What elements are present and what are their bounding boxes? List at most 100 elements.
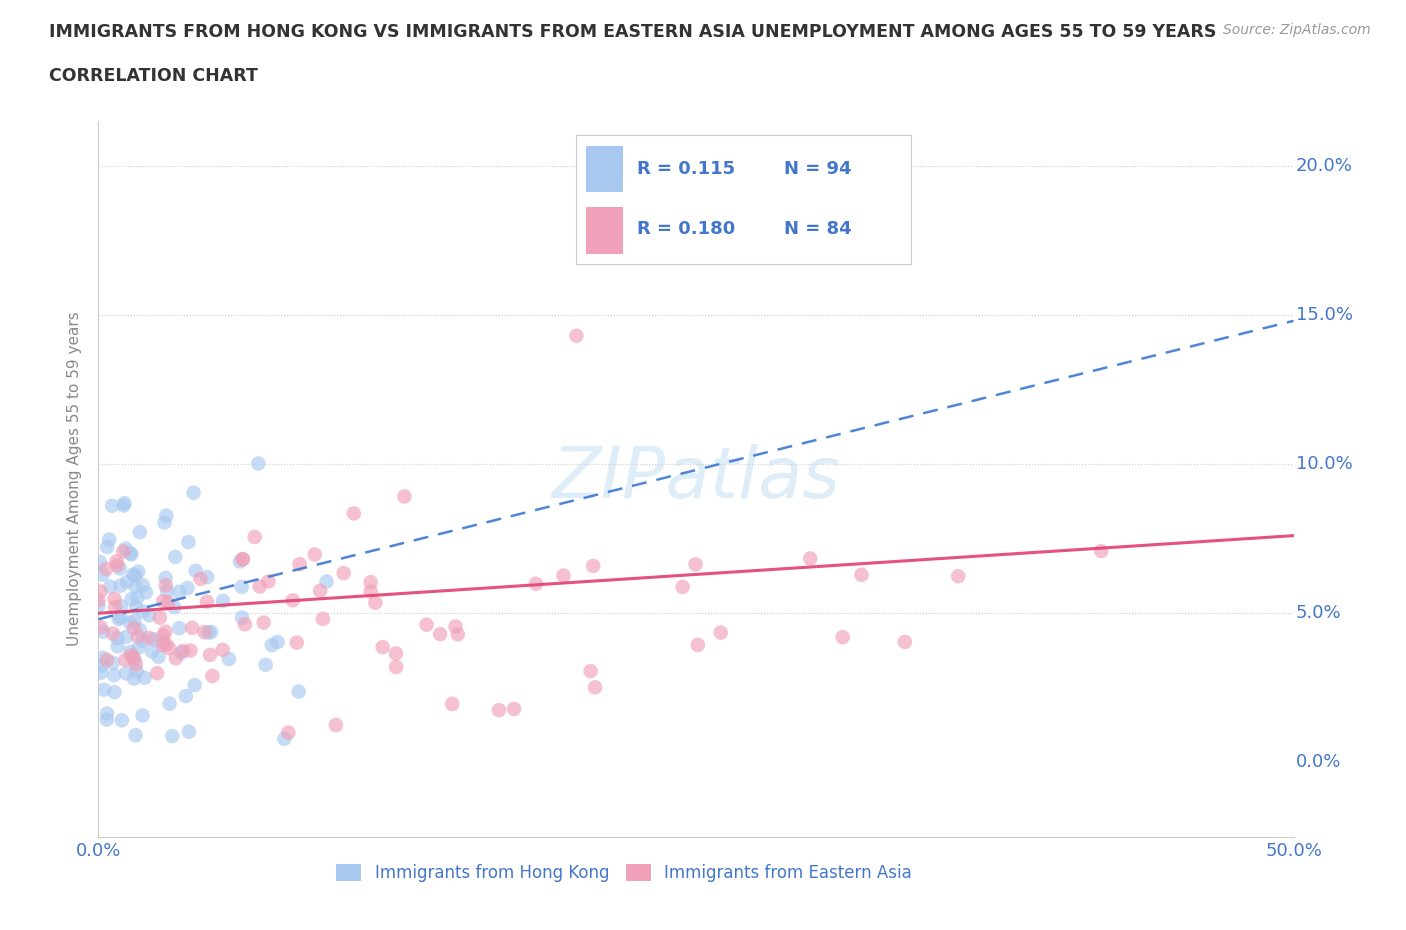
Point: [325, 718, 347, 733]
Point: [385, 659, 408, 674]
Point: [110, 578, 132, 593]
Point: [107, 612, 129, 627]
Point: [105, 558, 128, 573]
Point: [177, 724, 200, 739]
Point: [132, 604, 155, 618]
Point: [152, 593, 174, 608]
Point: [181, 620, 204, 635]
Point: [165, 550, 187, 565]
Point: [429, 627, 451, 642]
Point: [120, 648, 142, 663]
Point: [315, 574, 337, 589]
Point: [179, 643, 201, 658]
Point: [141, 644, 163, 659]
Point: [232, 551, 254, 566]
Point: [131, 633, 153, 648]
Point: [260, 638, 283, 653]
Point: [162, 728, 184, 743]
Point: [360, 575, 382, 590]
Point: [120, 616, 142, 631]
Point: [231, 579, 253, 594]
Point: [124, 568, 146, 583]
Legend: Immigrants from Hong Kong, Immigrants from Eastern Asia: Immigrants from Hong Kong, Immigrants fr…: [336, 864, 912, 883]
Point: [127, 565, 149, 579]
Point: [281, 593, 304, 608]
Point: [247, 456, 270, 471]
Point: [193, 625, 215, 640]
Point: [120, 547, 142, 562]
Point: [894, 634, 917, 649]
Text: 15.0%: 15.0%: [1296, 306, 1353, 324]
Point: [371, 640, 394, 655]
Point: [488, 703, 510, 718]
Point: [96, 562, 118, 577]
Text: IMMIGRANTS FROM HONG KONG VS IMMIGRANTS FROM EASTERN ASIA UNEMPLOYMENT AMONG AGE: IMMIGRANTS FROM HONG KONG VS IMMIGRANTS …: [49, 23, 1216, 41]
Point: [165, 651, 187, 666]
Point: [157, 641, 180, 656]
Point: [503, 701, 526, 716]
Point: [243, 529, 266, 544]
Point: [312, 611, 335, 626]
Point: [101, 626, 124, 641]
Point: [127, 591, 149, 605]
Point: [249, 579, 271, 594]
Point: [524, 577, 547, 591]
Point: [157, 595, 180, 610]
Point: [253, 615, 276, 630]
Point: [231, 610, 253, 625]
Point: [277, 725, 299, 740]
Point: [112, 544, 135, 559]
Point: [108, 561, 131, 576]
Point: [332, 565, 354, 580]
Point: [174, 689, 197, 704]
Point: [89, 584, 111, 599]
Point: [152, 634, 174, 649]
Point: [343, 506, 366, 521]
Point: [104, 600, 127, 615]
Point: [124, 728, 146, 743]
Point: [87, 592, 110, 607]
Point: [156, 584, 179, 599]
Point: [211, 643, 233, 658]
Point: [96, 712, 118, 727]
Point: [131, 578, 153, 592]
Point: [309, 583, 332, 598]
Text: 20.0%: 20.0%: [1296, 156, 1353, 175]
Point: [155, 637, 177, 652]
Point: [287, 684, 309, 699]
Point: [233, 617, 256, 631]
Point: [159, 697, 181, 711]
Point: [799, 551, 821, 566]
Point: [122, 671, 145, 686]
Point: [212, 593, 235, 608]
Point: [142, 631, 165, 646]
Point: [122, 650, 145, 665]
Point: [146, 666, 169, 681]
Point: [152, 638, 174, 653]
Point: [128, 640, 150, 655]
Point: [197, 625, 219, 640]
Point: [124, 578, 146, 593]
Point: [114, 653, 136, 668]
Text: 5.0%: 5.0%: [1296, 604, 1341, 622]
Point: [686, 637, 709, 652]
Point: [153, 515, 176, 530]
Point: [125, 657, 148, 671]
Point: [125, 664, 148, 679]
Point: [232, 551, 254, 566]
Point: [831, 630, 853, 644]
Point: [115, 666, 138, 681]
Point: [415, 618, 437, 632]
Point: [163, 600, 186, 615]
Point: [101, 498, 124, 513]
Text: ZIPatlas: ZIPatlas: [551, 445, 841, 513]
Point: [579, 664, 602, 679]
Point: [852, 165, 875, 179]
Point: [115, 630, 138, 644]
Point: [1090, 544, 1112, 559]
Point: [441, 697, 464, 711]
Point: [87, 598, 110, 613]
Point: [195, 569, 218, 584]
Point: [122, 567, 145, 582]
Point: [114, 496, 136, 511]
